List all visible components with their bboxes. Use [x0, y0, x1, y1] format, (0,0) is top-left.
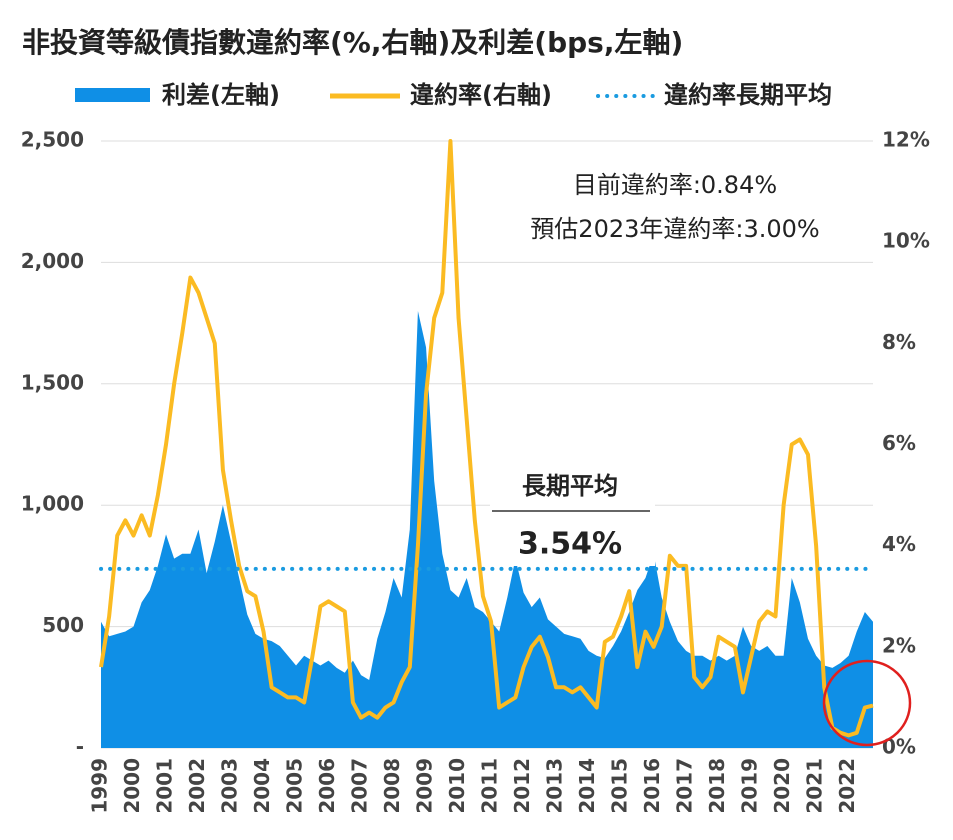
x-tick-label: 2011 — [478, 758, 502, 814]
legend-swatch — [75, 88, 150, 102]
y-tick-label: 1,000 — [21, 492, 84, 516]
x-tick-label: 2001 — [153, 758, 177, 814]
x-tick-label: 2004 — [250, 758, 274, 814]
average-label: 3.54% — [518, 527, 622, 562]
x-tick-label: 2010 — [445, 758, 469, 814]
x-tick-label: 2006 — [315, 758, 339, 814]
x-tick-label: 2007 — [348, 758, 372, 814]
annotation: 長期平均 — [522, 472, 618, 500]
y2-tick-label: 12% — [882, 128, 930, 152]
x-tick-label: 2003 — [218, 758, 242, 814]
x-tick-label: 2012 — [510, 758, 534, 814]
x-tick-label: 2019 — [738, 758, 762, 814]
annotation: 預估2023年違約率:3.00% — [530, 215, 819, 243]
x-tick-label: 2022 — [835, 758, 859, 814]
x-tick-label: 2000 — [120, 758, 144, 814]
y2-tick-label: 6% — [882, 431, 916, 455]
y-tick-label: 2,500 — [21, 128, 84, 152]
y-tick-label: 1,500 — [21, 370, 84, 394]
legend-label: 違約率長期平均 — [664, 81, 832, 109]
x-tick-label: 2021 — [803, 758, 827, 814]
default-rate-line — [99, 139, 874, 738]
x-tick-label: 2015 — [608, 758, 632, 814]
y2-tick-label: 2% — [882, 633, 916, 657]
x-tick-label: 2013 — [543, 758, 567, 814]
x-tick-label: 2017 — [673, 758, 697, 814]
chart-title: 非投資等級債指數違約率(%,右軸)及利差(bps,左軸) — [22, 26, 683, 59]
annotation-bg — [490, 466, 655, 566]
x-tick-label: 2008 — [380, 758, 404, 814]
legend-label: 利差(左軸) — [162, 81, 280, 109]
legend-label: 違約率(右軸) — [410, 81, 552, 109]
x-tick-label: 2009 — [413, 758, 437, 814]
x-tick-label: 2018 — [705, 758, 729, 814]
y-tick-label: 2,000 — [21, 249, 84, 273]
x-tick-label: 2016 — [640, 758, 664, 814]
x-tick-label: 2020 — [770, 758, 794, 814]
y2-tick-label: 8% — [882, 330, 916, 354]
y-tick-label: - — [76, 735, 84, 759]
y2-tick-label: 0% — [882, 735, 916, 759]
y-tick-label: 500 — [42, 613, 84, 637]
annotation: 目前違約率:0.84% — [573, 171, 777, 199]
x-tick-label: 1999 — [88, 758, 112, 814]
x-tick-label: 2014 — [575, 758, 599, 814]
highlight-circle — [822, 659, 912, 747]
x-tick-label: 2005 — [283, 758, 307, 814]
y2-tick-label: 10% — [882, 229, 930, 253]
x-tick-label: 2002 — [185, 758, 209, 814]
y2-tick-label: 4% — [882, 532, 916, 556]
spread-area — [101, 310, 873, 748]
